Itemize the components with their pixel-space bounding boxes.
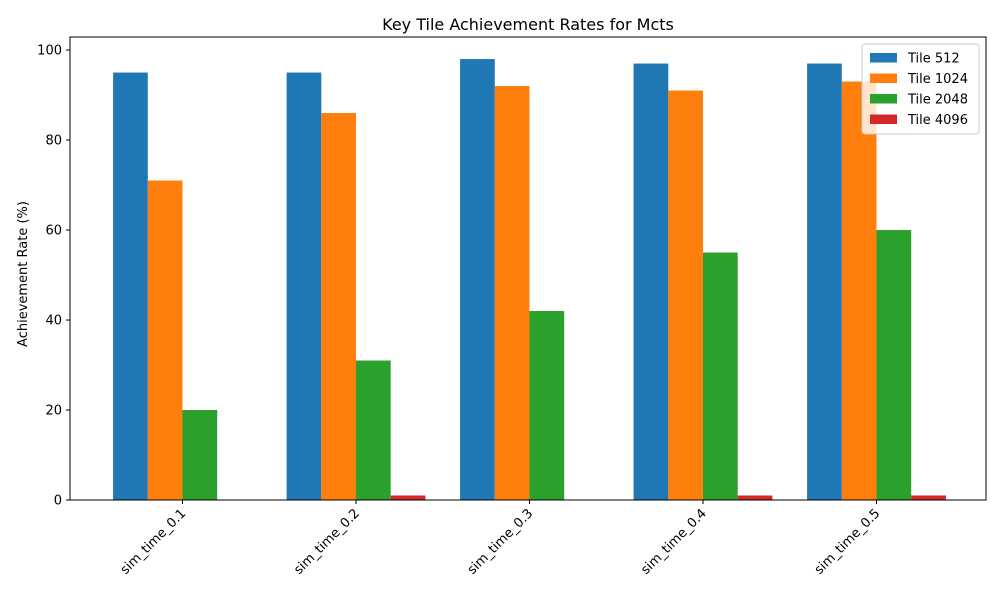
x-tick-label-4: sim_time_0.5 <box>812 506 883 577</box>
bar-tile-2048-1 <box>356 360 391 500</box>
bar-tile-4096-4 <box>911 495 946 500</box>
x-tick-label-0: sim_time_0.1 <box>118 506 189 577</box>
bar-tile-512-3 <box>633 63 669 501</box>
legend-label-0: Tile 512 <box>907 52 960 67</box>
legend-label-2: Tile 2048 <box>907 93 968 108</box>
y-axis-label: Achievement Rate (%) <box>16 201 31 347</box>
legend: Tile 512 Tile 1024 Tile 2048 Tile 4096 <box>861 43 980 135</box>
legend-swatch-2 <box>870 94 897 104</box>
legend-swatch-1 <box>870 73 897 83</box>
bar-tile-2048-3 <box>703 252 738 500</box>
bar-tile-1024-1 <box>321 113 356 500</box>
y-tick-label-100: 100 <box>37 44 62 59</box>
legend-label-1: Tile 1024 <box>907 72 968 87</box>
y-tick-label-40: 40 <box>45 314 62 329</box>
bar-tile-1024-2 <box>494 86 530 500</box>
bar-tile-2048-4 <box>876 230 912 500</box>
bars-layer <box>113 59 946 501</box>
bar-tile-2048-2 <box>529 311 565 500</box>
legend-label-3: Tile 4096 <box>907 113 968 128</box>
bar-tile-1024-3 <box>668 90 703 500</box>
x-tick-label-2: sim_time_0.3 <box>465 506 536 577</box>
legend-swatch-0 <box>870 53 897 63</box>
y-tick-label-20: 20 <box>45 404 62 419</box>
legend-swatch-3 <box>870 114 897 124</box>
x-tick-label-3: sim_time_0.4 <box>638 506 709 577</box>
y-tick-label-0: 0 <box>54 494 62 509</box>
bar-tile-4096-1 <box>390 495 426 500</box>
bar-tile-1024-0 <box>147 180 183 500</box>
plot-frame <box>69 36 987 501</box>
bar-tile-512-0 <box>113 72 148 501</box>
bar-tile-2048-0 <box>182 410 218 500</box>
bar-tile-4096-3 <box>737 495 773 500</box>
y-tick-label-60: 60 <box>45 224 62 239</box>
chart-title: Key Tile Achievement Rates for Mcts <box>382 15 674 34</box>
bar-tile-512-1 <box>286 72 322 501</box>
y-tick-label-80: 80 <box>45 134 62 149</box>
legend-box <box>861 43 980 135</box>
bar-tile-1024-4 <box>841 81 877 501</box>
bar-tile-512-2 <box>460 59 495 501</box>
x-tick-label-1: sim_time_0.2 <box>291 506 362 577</box>
bar-tile-512-4 <box>807 63 842 501</box>
